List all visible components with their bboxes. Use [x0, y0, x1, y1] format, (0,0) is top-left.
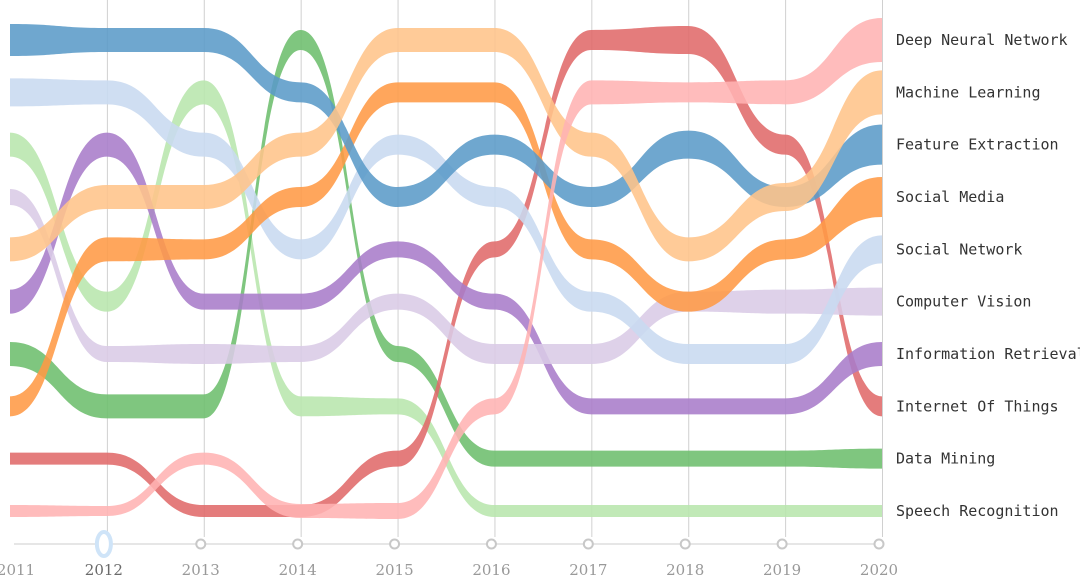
timeline-marker-2016[interactable]: [485, 538, 497, 550]
year-label-2012[interactable]: 2012: [85, 561, 123, 579]
series-label-social-network: Social Network: [896, 240, 1022, 258]
timeline-marker-2020[interactable]: [873, 538, 885, 550]
timeline-marker-2014[interactable]: [292, 538, 304, 550]
series-label-speech-recognition: Speech Recognition: [896, 502, 1059, 520]
series-label-computer-vision: Computer Vision: [896, 293, 1031, 311]
series-bands: [10, 18, 882, 519]
series-label-feature-extraction: Feature Extraction: [896, 136, 1059, 154]
series-label-information-retrieval: Information Retrieval: [896, 345, 1080, 363]
series-band-feature-extraction[interactable]: [10, 24, 882, 207]
series-label-data-mining: Data Mining: [896, 450, 995, 468]
year-label-2020[interactable]: 2020: [860, 561, 898, 579]
series-label-internet-of-things: Internet Of Things: [896, 397, 1059, 415]
year-label-2013[interactable]: 2013: [182, 561, 220, 579]
year-label-2016[interactable]: 2016: [472, 561, 510, 579]
year-label-2011[interactable]: 2011: [0, 561, 35, 579]
series-band-computer-vision[interactable]: [10, 189, 882, 364]
series-band-machine-learning[interactable]: [10, 28, 882, 262]
timeline-marker-2013[interactable]: [195, 538, 207, 550]
year-label-2015[interactable]: 2015: [375, 561, 413, 579]
timeline-marker-2019[interactable]: [776, 538, 788, 550]
year-label-2017[interactable]: 2017: [569, 561, 607, 579]
timeline-marker-2017[interactable]: [582, 538, 594, 550]
year-label-2019[interactable]: 2019: [763, 561, 801, 579]
series-band-information-retrieval[interactable]: [10, 132, 882, 415]
year-label-2014[interactable]: 2014: [279, 561, 317, 579]
timeline-marker-2012[interactable]: [94, 530, 113, 558]
x-axis: 2011 2012 2013 2014 2015 2016 2017 2018 2019 2020: [0, 530, 898, 579]
series-band-social-network[interactable]: [10, 78, 882, 364]
year-label-2018[interactable]: 2018: [666, 561, 704, 579]
series-band-social-media[interactable]: [10, 82, 882, 417]
series-label-social-media: Social Media: [896, 188, 1004, 206]
timeline-marker-2015[interactable]: [389, 538, 401, 550]
series-label-deep-neural-network: Deep Neural Network: [896, 31, 1068, 49]
timeline-marker-2018[interactable]: [679, 538, 691, 550]
series-labels: Deep Neural Network Machine Learning Featu…: [896, 31, 1080, 520]
series-label-machine-learning: Machine Learning: [896, 83, 1041, 101]
